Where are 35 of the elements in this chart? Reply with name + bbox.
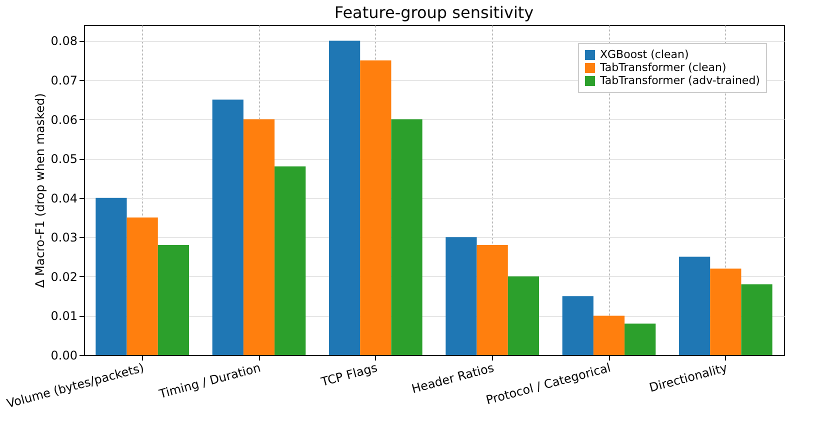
y-tick-label: 0.00: [50, 348, 78, 362]
y-tick-label: 0.01: [50, 309, 78, 324]
bar: [391, 119, 422, 355]
bar: [710, 268, 742, 355]
bar: [96, 198, 127, 355]
x-tick-label: Timing / Duration: [156, 360, 262, 402]
bar: [476, 245, 508, 355]
bar: [741, 284, 772, 355]
bar: [243, 119, 275, 355]
bar: [212, 100, 244, 355]
y-tick-label: 0.05: [50, 152, 78, 166]
y-tick-label: 0.06: [50, 112, 78, 127]
bar: [562, 296, 594, 355]
y-axis-title: Δ Macro-F1 (drop when masked): [32, 93, 47, 288]
bar: [624, 324, 656, 355]
legend-label: TabTransformer (clean): [599, 61, 726, 74]
legend-label: TabTransformer (adv-trained): [599, 74, 760, 87]
y-tick-label: 0.08: [50, 34, 78, 48]
x-tick-label: TCP Flags: [318, 360, 379, 390]
bar: [329, 40, 360, 355]
bar: [593, 316, 625, 355]
chart-title: Feature-group sensitivity: [334, 3, 534, 22]
bar: [508, 276, 539, 355]
legend-label: XGBoost (clean): [600, 48, 689, 61]
bar: [446, 237, 477, 355]
y-tick-label: 0.03: [50, 230, 78, 245]
bar: [360, 60, 392, 355]
x-tick-label: Header Ratios: [410, 360, 496, 396]
y-tick-label: 0.07: [50, 74, 78, 88]
bar: [158, 245, 189, 355]
bar: [126, 218, 158, 355]
bar: [274, 166, 306, 355]
bar: [679, 256, 710, 355]
y-tick-label: 0.04: [50, 191, 78, 206]
y-tick-label: 0.02: [50, 270, 78, 284]
